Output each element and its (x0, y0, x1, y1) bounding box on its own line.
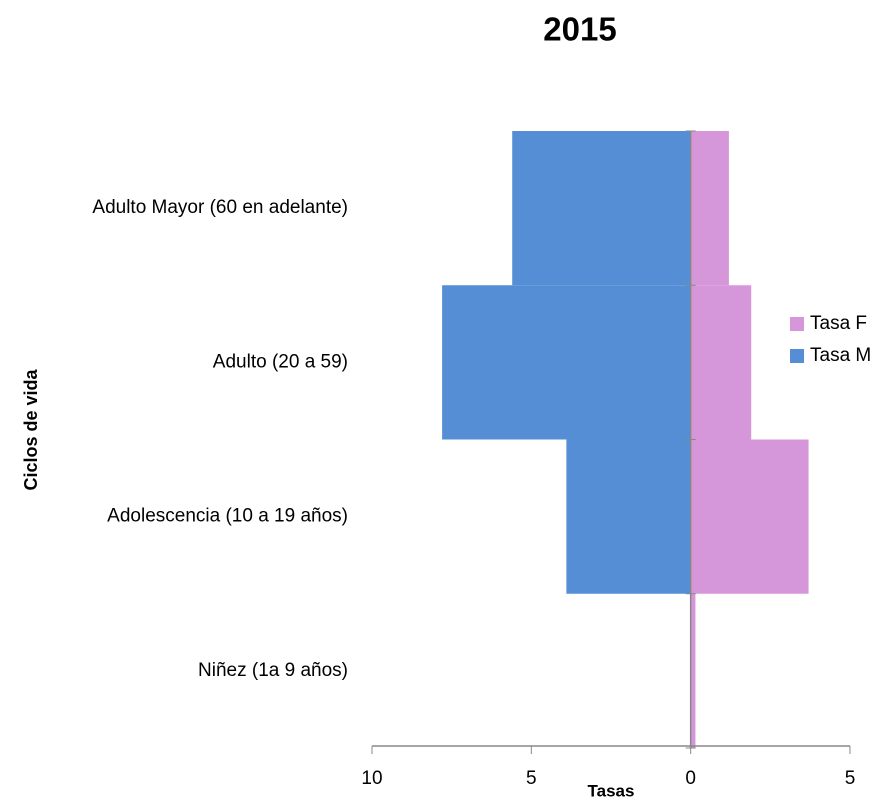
y-tick-label: Niñez (1a 9 años) (198, 660, 348, 681)
bar (512, 131, 691, 286)
bar (690, 285, 752, 440)
bar (690, 593, 696, 748)
legend-label: Tasa M (810, 345, 871, 366)
y-tick-label: Adolescencia (10 a 19 años) (107, 506, 348, 527)
x-tick-label: 0 (685, 768, 696, 789)
bar (690, 439, 809, 594)
chart-title: 2015 (543, 11, 616, 48)
x-tick-label: 5 (526, 768, 537, 789)
legend-swatch (790, 317, 804, 331)
bar (566, 439, 691, 594)
bar (442, 285, 691, 440)
y-tick-label: Adulto Mayor (60 en adelante) (92, 197, 348, 218)
y-tick-label: Adulto (20 a 59) (213, 351, 348, 372)
x-axis-label: Tasas (588, 781, 635, 800)
x-tick-label: 5 (845, 768, 856, 789)
legend-label: Tasa F (810, 313, 867, 334)
y-axis-label: Ciclos de vida (21, 368, 41, 490)
legend-swatch (790, 349, 804, 363)
x-tick-label: 10 (361, 768, 382, 789)
bar (690, 131, 729, 286)
